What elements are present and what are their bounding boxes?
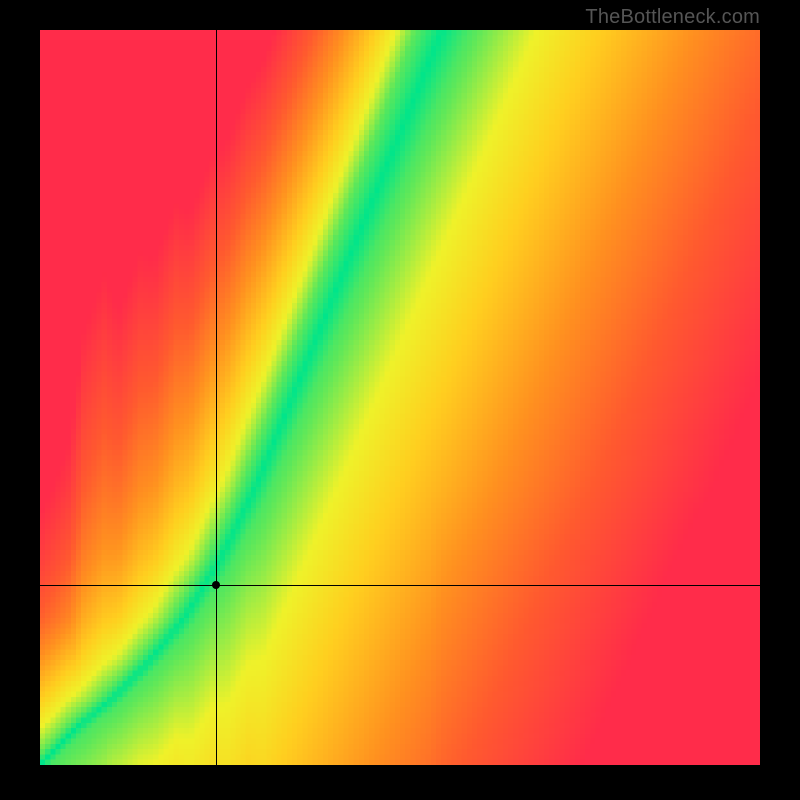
- crosshair-vertical-line: [216, 30, 217, 765]
- crosshair-marker: [212, 581, 220, 589]
- figure-container: TheBottleneck.com: [0, 0, 800, 800]
- watermark-text: TheBottleneck.com: [585, 6, 760, 29]
- bottleneck-heatmap: [40, 30, 760, 765]
- crosshair-horizontal-line: [40, 585, 760, 586]
